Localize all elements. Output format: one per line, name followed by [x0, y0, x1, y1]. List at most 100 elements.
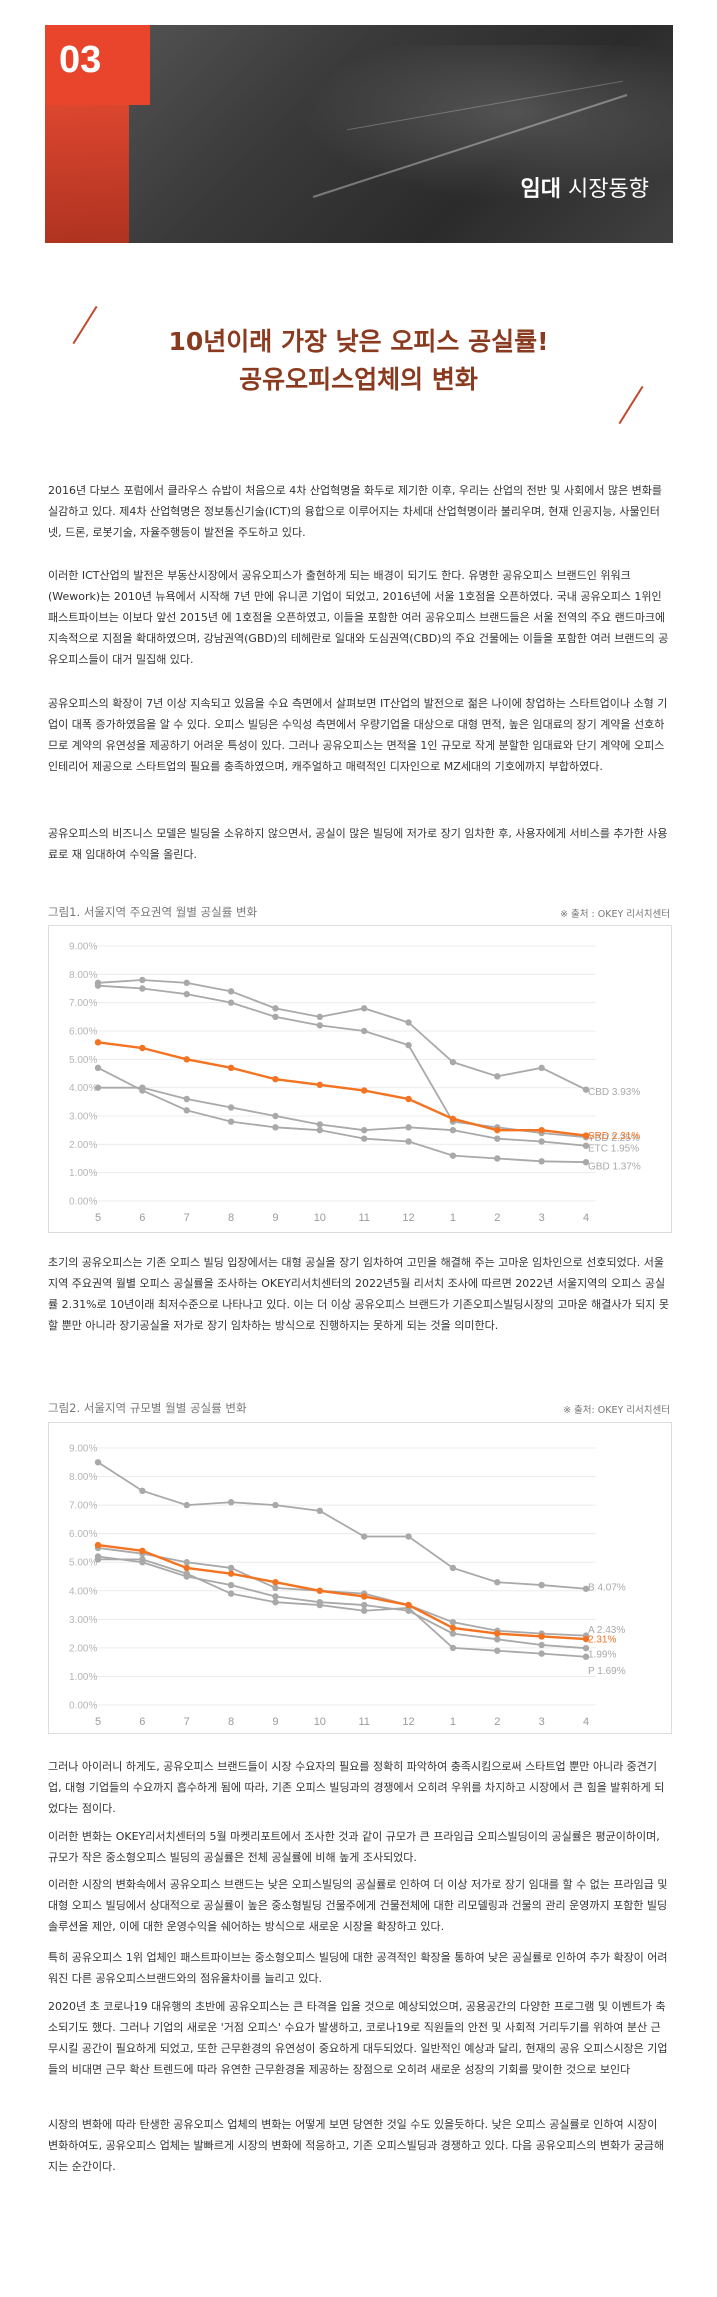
data-point — [582, 1086, 590, 1093]
x-tick-label: 4 — [583, 1716, 589, 1728]
data-point — [582, 1653, 590, 1660]
y-tick-label: 7.00% — [69, 1501, 97, 1512]
y-tick-label: 4.00% — [69, 1586, 97, 1597]
data-point — [316, 1081, 324, 1089]
data-point — [94, 1064, 102, 1072]
data-point — [227, 1499, 235, 1506]
x-tick-label: 2 — [494, 1716, 500, 1728]
data-point — [360, 1005, 368, 1012]
data-point — [272, 1584, 279, 1592]
data-point — [183, 1095, 190, 1103]
data-point — [94, 1459, 102, 1466]
data-point — [139, 1044, 146, 1052]
data-point — [227, 1581, 235, 1589]
data-point — [272, 1112, 279, 1120]
data-point — [94, 1084, 102, 1091]
data-point — [316, 1022, 324, 1029]
data-point — [582, 1644, 590, 1652]
headline-line-2: 공유오피스업체의 변화 — [239, 365, 478, 394]
data-point — [538, 1641, 545, 1649]
data-point — [582, 1585, 590, 1592]
x-tick-label: 6 — [139, 1212, 145, 1224]
data-point — [538, 1138, 545, 1145]
data-point — [316, 1587, 324, 1594]
y-tick-label: 9.00% — [69, 1444, 97, 1455]
banner-background-glow — [265, 45, 673, 215]
x-tick-label: 11 — [358, 1716, 369, 1728]
section-banner: 03 임대 시장동향 — [45, 25, 673, 243]
series-line — [97, 1555, 587, 1650]
data-point — [405, 1601, 412, 1609]
y-tick-label: 7.00% — [69, 998, 97, 1009]
data-point — [272, 1579, 279, 1586]
paragraph-5: 초기의 공유오피스는 기존 오피스 빌딩 입장에서는 대형 공실을 장기 임차하… — [48, 1256, 670, 1332]
data-point — [360, 1607, 368, 1614]
data-point — [494, 1579, 501, 1586]
x-tick-label: 5 — [95, 1716, 101, 1728]
data-point — [494, 1647, 501, 1654]
x-tick-label: 8 — [228, 1212, 234, 1224]
data-point — [449, 1152, 457, 1159]
data-point — [449, 1644, 457, 1652]
series-end-label: SRD 2.31% — [588, 1131, 640, 1142]
data-point — [139, 1547, 146, 1554]
series-end-label: A 2.43% — [588, 1625, 625, 1636]
paragraph-8: 이러한 시장의 변화속에서 공유오피스 브랜드는 낮은 오피스빌딩의 공실률로 … — [48, 1878, 668, 1933]
data-point — [494, 1135, 501, 1142]
paragraph-3: 공유오피스의 확장이 7년 이상 지속되고 있음을 수요 측면에서 살펴보면 I… — [48, 697, 668, 773]
y-tick-label: 8.00% — [69, 970, 97, 981]
data-point — [227, 1104, 235, 1111]
data-point — [582, 1158, 590, 1166]
data-point — [449, 1126, 457, 1134]
data-point — [405, 1041, 412, 1049]
chart-2-source: ※ 출처: OKEY 리서치센터 — [563, 1405, 670, 1416]
banner-red-bar — [45, 105, 129, 243]
y-tick-label: 2.00% — [69, 1643, 97, 1654]
data-point — [360, 1593, 368, 1600]
data-point — [538, 1581, 545, 1589]
data-point — [582, 1635, 590, 1643]
series-end-label: GBD 1.37% — [588, 1162, 641, 1173]
data-point — [538, 1126, 545, 1134]
section-number: 03 — [59, 39, 102, 81]
series-line — [98, 1086, 587, 1147]
data-point — [272, 1075, 279, 1083]
paragraph-2: 이러한 ICT산업의 발전은 부동산시장에서 공유오피스가 출현하게 되는 배경… — [48, 569, 669, 666]
data-point — [272, 1124, 279, 1131]
data-point — [94, 1556, 102, 1563]
banner-title-rest: 시장동향 — [568, 177, 649, 202]
data-point — [183, 1056, 190, 1063]
y-tick-label: 6.00% — [69, 1529, 97, 1540]
paragraph-11: 시장의 변화에 따라 탄생한 공유오피스 업체의 변화는 어떻게 보면 당연한 … — [48, 2118, 665, 2173]
data-point — [316, 1126, 324, 1134]
x-tick-label: 7 — [184, 1212, 190, 1224]
data-point — [449, 1618, 457, 1626]
data-point — [582, 1132, 590, 1139]
x-tick-label: 6 — [139, 1716, 145, 1728]
x-tick-label: 10 — [314, 1212, 326, 1224]
paragraph-1: 2016년 다보스 포럼에서 클라우스 슈밥이 처음으로 4차 산업혁명을 화두… — [48, 484, 663, 539]
series-line — [97, 1461, 587, 1590]
data-point — [405, 1124, 412, 1131]
x-tick-label: 9 — [272, 1716, 278, 1728]
x-tick-label: 3 — [539, 1716, 545, 1728]
paragraph-6: 그러나 아이러니 하게도, 공유오피스 브랜드들이 시장 수요자의 필요를 정확… — [48, 1760, 665, 1815]
y-tick-label: 1.00% — [69, 1168, 97, 1179]
data-point — [139, 1087, 146, 1094]
data-point — [449, 1624, 457, 1632]
x-tick-label: 5 — [95, 1212, 101, 1224]
data-point — [227, 988, 235, 995]
data-point — [94, 1541, 102, 1549]
chart-1-svg: 0.00% 1.00% 2.00% 3.00% 4.00% 5.00% 6.00% 7.00%… — [69, 942, 641, 1225]
data-point — [360, 1135, 368, 1142]
series-end-label: 1.99% — [588, 1650, 616, 1661]
y-tick-label: 6.00% — [69, 1027, 97, 1038]
x-tick-label: 7 — [184, 1716, 190, 1728]
y-tick-label: 3.00% — [69, 1112, 97, 1123]
x-tick-label: 1 — [450, 1716, 456, 1728]
series-line — [97, 1543, 587, 1641]
y-tick-label: 4.00% — [69, 1083, 97, 1094]
x-tick-label: 10 — [314, 1716, 326, 1728]
data-point — [272, 1013, 279, 1021]
data-point — [183, 979, 190, 987]
